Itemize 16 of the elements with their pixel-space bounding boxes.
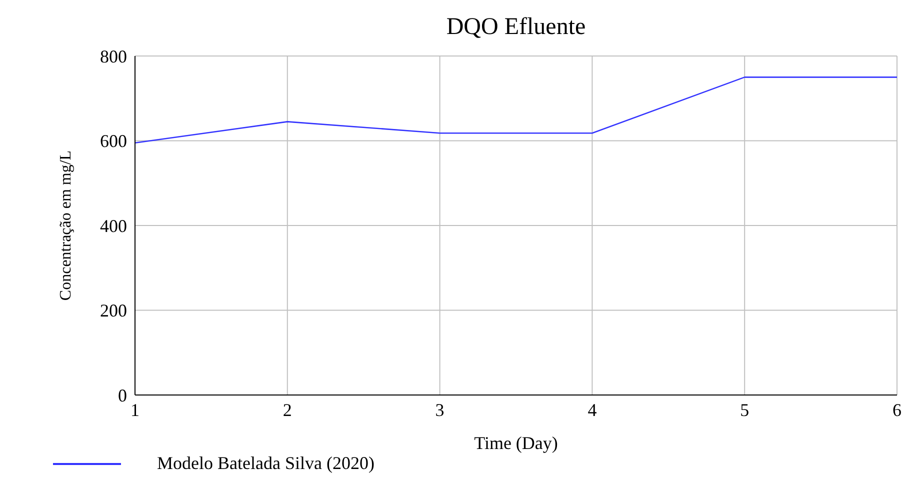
- x-tick-label: 4: [588, 400, 597, 420]
- legend-label: Modelo Batelada Silva (2020): [157, 453, 374, 474]
- y-tick-label: 400: [100, 216, 127, 236]
- x-tick-label: 6: [892, 400, 902, 420]
- x-axis-title: Time (Day): [474, 433, 558, 453]
- chart-title: DQO Efluente: [445, 14, 587, 41]
- y-tick-label: 800: [100, 46, 127, 66]
- x-tick-label: 1: [130, 400, 140, 420]
- y-tick-label: 600: [100, 131, 127, 152]
- x-tick-label: 3: [435, 400, 444, 420]
- x-tick-label: 2: [282, 400, 292, 420]
- y-axis-title: Concentração em mg/L: [58, 150, 75, 301]
- y-tick-label: 200: [100, 300, 127, 321]
- y-tick-label: 0: [118, 385, 127, 406]
- x-tick-label: 5: [740, 400, 750, 420]
- line-series: [135, 76, 897, 144]
